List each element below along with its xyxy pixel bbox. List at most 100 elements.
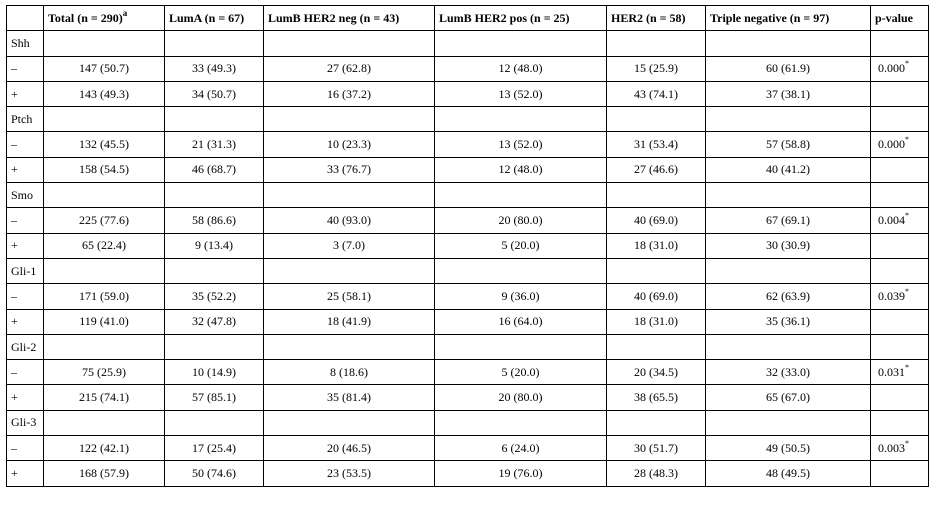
group-label: Ptch (6, 106, 44, 133)
table-row: +65 (22.4) 9 (13.4) 3 (7.0) 5 (20.0) 18 (31.… (6, 232, 929, 259)
significance-marker: * (905, 59, 909, 69)
group-row: Smo (6, 182, 929, 209)
value-cell: 40 (41.2) (705, 156, 871, 184)
p-value-cell (870, 460, 929, 487)
value-cell: 5 (20.0) (434, 232, 607, 259)
header-cell-lumb-her2-neg: LumB HER2 neg (n = 43) (263, 4, 435, 32)
p-value-cell: 0.031* (870, 359, 929, 386)
p-value-cell (870, 308, 929, 335)
value-cell: 32 (47.8) (164, 308, 264, 335)
empty-cell (606, 333, 706, 361)
value-cell: 57 (85.1) (164, 384, 264, 411)
value-cell: 17 (25.4) (164, 435, 264, 462)
value-cell: 30 (51.7) (606, 435, 706, 462)
group-label: Gli-1 (6, 257, 44, 285)
p-value-cell (870, 384, 929, 411)
empty-cell (705, 106, 871, 133)
value-cell: 10 (14.9) (164, 359, 264, 386)
value-cell: 20 (80.0) (434, 384, 607, 411)
value-cell: 28 (48.3) (606, 460, 706, 487)
value-cell: 171 (59.0) (43, 283, 165, 310)
value-cell: 19 (76.0) (434, 460, 607, 487)
value-cell: 35 (81.4) (263, 384, 435, 411)
sign-cell: – (6, 55, 44, 82)
sign-cell: + (6, 80, 44, 108)
empty-cell (705, 30, 871, 57)
data-table: Total (n = 290)a LumA (n = 67) LumB HER2… (6, 4, 929, 487)
value-cell: 13 (52.0) (434, 80, 607, 108)
empty-cell (606, 409, 706, 437)
value-cell: 35 (36.1) (705, 308, 871, 335)
value-cell: 67 (69.1) (705, 207, 871, 234)
value-cell: 57 (58.8) (705, 131, 871, 158)
p-value-cell (870, 80, 929, 108)
p-value-text: 0.039 (878, 288, 905, 303)
sign-cell: – (6, 283, 44, 310)
empty-cell (870, 30, 929, 57)
value-cell: 27 (46.6) (606, 156, 706, 184)
value-cell: 49 (50.5) (705, 435, 871, 462)
value-cell: 6 (24.0) (434, 435, 607, 462)
empty-cell (43, 30, 165, 57)
group-label: Gli-3 (6, 409, 44, 437)
significance-marker: * (905, 135, 909, 145)
empty-cell (164, 106, 264, 133)
table-row: –225 (77.6) 58 (86.6) 40 (93.0) 20 (80.0) 40… (6, 207, 929, 234)
empty-cell (606, 257, 706, 285)
significance-marker: * (905, 211, 909, 221)
value-cell: 147 (50.7) (43, 55, 165, 82)
header-total-label: Total (n = 290) (48, 10, 123, 25)
group-label: Smo (6, 182, 44, 209)
value-cell: 75 (25.9) (43, 359, 165, 386)
table-row: –171 (59.0) 35 (52.2) 25 (58.1) 9 (36.0) 40 … (6, 283, 929, 310)
value-cell: 5 (20.0) (434, 359, 607, 386)
empty-cell (164, 30, 264, 57)
table-row: +143 (49.3) 34 (50.7) 16 (37.2) 13 (52.0) 43… (6, 80, 929, 108)
empty-cell (43, 409, 165, 437)
header-row: Total (n = 290)a LumA (n = 67) LumB HER2… (6, 4, 929, 32)
value-cell: 58 (86.6) (164, 207, 264, 234)
value-cell: 46 (68.7) (164, 156, 264, 184)
value-cell: 43 (74.1) (606, 80, 706, 108)
value-cell: 20 (34.5) (606, 359, 706, 386)
header-cell-blank (6, 4, 44, 32)
group-row: Gli-1 (6, 257, 929, 285)
empty-cell (164, 333, 264, 361)
empty-cell (43, 333, 165, 361)
value-cell: 10 (23.3) (263, 131, 435, 158)
value-cell: 32 (33.0) (705, 359, 871, 386)
empty-cell (434, 106, 607, 133)
sign-cell: + (6, 156, 44, 184)
table-row: +119 (41.0) 32 (47.8) 18 (41.9) 16 (64.0) 18… (6, 308, 929, 335)
value-cell: 132 (45.5) (43, 131, 165, 158)
significance-marker: * (905, 286, 909, 296)
header-cell-p-value: p-value (870, 4, 929, 32)
footnote-marker: a (122, 7, 128, 18)
value-cell: 215 (74.1) (43, 384, 165, 411)
value-cell: 16 (37.2) (263, 80, 435, 108)
p-value-text: 0.031 (878, 364, 905, 379)
value-cell: 34 (50.7) (164, 80, 264, 108)
p-value-cell: 0.000* (870, 131, 929, 158)
empty-cell (164, 182, 264, 209)
empty-cell (870, 333, 929, 361)
value-cell: 40 (69.0) (606, 207, 706, 234)
header-cell-total: Total (n = 290)a (43, 4, 165, 32)
p-value-cell: 0.000* (870, 55, 929, 82)
table-row: +168 (57.9) 50 (74.6) 23 (53.5) 19 (76.0) 28… (6, 460, 929, 487)
group-row: Shh (6, 30, 929, 57)
value-cell: 37 (38.1) (705, 80, 871, 108)
empty-cell (43, 106, 165, 133)
header-cell-lumb-her2-pos: LumB HER2 pos (n = 25) (434, 4, 607, 32)
value-cell: 12 (48.0) (434, 156, 607, 184)
p-value-text: 0.004 (878, 213, 905, 228)
value-cell: 40 (69.0) (606, 283, 706, 310)
empty-cell (434, 182, 607, 209)
empty-cell (434, 257, 607, 285)
value-cell: 35 (52.2) (164, 283, 264, 310)
value-cell: 168 (57.9) (43, 460, 165, 487)
header-cell-her2: HER2 (n = 58) (606, 4, 706, 32)
value-cell: 25 (58.1) (263, 283, 435, 310)
value-cell: 21 (31.3) (164, 131, 264, 158)
table-row: +215 (74.1) 57 (85.1) 35 (81.4) 20 (80.0) 38… (6, 384, 929, 411)
